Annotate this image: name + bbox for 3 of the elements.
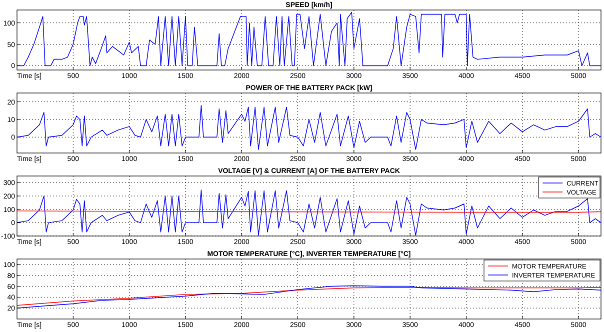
line-series xyxy=(17,12,601,66)
line-series xyxy=(17,190,601,236)
line-series xyxy=(17,105,601,150)
